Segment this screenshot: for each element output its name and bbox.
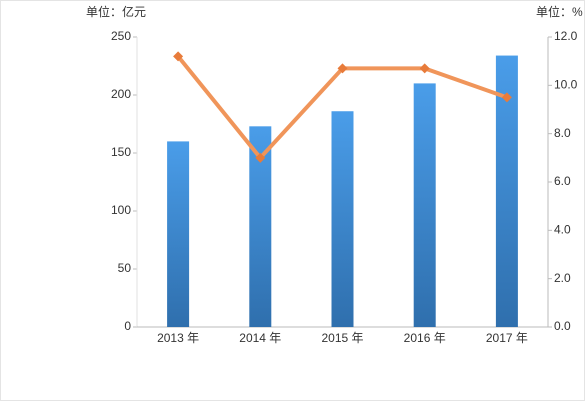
- y2-tick-label: 8.0: [554, 126, 571, 140]
- y-tick-label: 200: [111, 87, 131, 101]
- x-tick-label: 2014 年: [239, 331, 281, 345]
- line-marker: [173, 51, 184, 62]
- bar: [167, 141, 190, 327]
- line-marker: [501, 92, 512, 103]
- y2-tick-label: 10.0: [554, 78, 578, 92]
- y2-tick-label: 12.0: [554, 29, 578, 43]
- line-marker: [255, 152, 266, 163]
- y-tick-label: 150: [111, 145, 131, 159]
- bar: [495, 55, 518, 328]
- x-tick-label: 2013 年: [157, 331, 199, 345]
- y2-unit-label: 单位：%: [536, 4, 583, 19]
- x-tick-label: 2017 年: [486, 331, 528, 345]
- line-marker: [419, 63, 430, 74]
- bar: [331, 111, 354, 328]
- bar: [249, 126, 272, 327]
- y-tick-label: 50: [118, 261, 132, 275]
- x-tick-label: 2015 年: [321, 331, 363, 345]
- y2-tick-label: 2.0: [554, 271, 571, 285]
- y-unit-label: 单位：亿元: [86, 4, 146, 19]
- line-marker: [337, 63, 348, 74]
- y2-tick-label: 0.0: [554, 319, 571, 333]
- y2-tick-label: 6.0: [554, 174, 571, 188]
- y-tick-label: 100: [111, 203, 131, 217]
- y2-tick-label: 4.0: [554, 223, 571, 237]
- bar: [413, 83, 436, 328]
- y-tick-label: 250: [111, 29, 131, 43]
- x-tick-label: 2016 年: [404, 331, 446, 345]
- y-tick-label: 0: [124, 319, 131, 333]
